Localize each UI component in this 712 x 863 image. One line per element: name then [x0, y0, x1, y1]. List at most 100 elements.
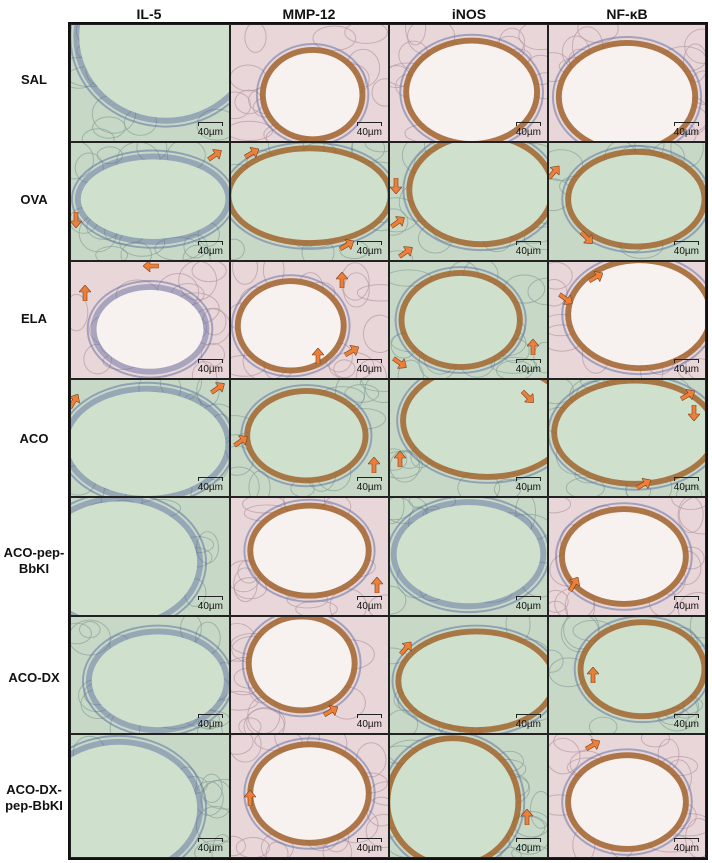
column-header-inos: iNOS	[451, 6, 487, 22]
tissue-image	[71, 262, 229, 378]
arrow-marker-icon	[390, 354, 410, 373]
arrow-marker-icon	[556, 289, 576, 308]
scale-bar: 40µm	[515, 714, 541, 730]
scale-bar-label: 40µm	[197, 601, 223, 612]
arrow-marker-icon	[549, 162, 563, 182]
micrograph-aco-dx-pep-bbki-il5: 40µm	[70, 734, 230, 858]
scale-bar: 40µm	[356, 838, 382, 854]
scale-bar-line	[197, 596, 223, 600]
tissue-image	[549, 25, 705, 141]
scale-bar-line	[356, 122, 382, 126]
arrow-marker-icon	[587, 666, 600, 683]
scale-bar-line	[197, 359, 223, 363]
scale-bar: 40µm	[515, 477, 541, 493]
scale-bar-label: 40µm	[673, 246, 699, 257]
micrograph-aco-il5: 40µm	[70, 379, 230, 497]
arrow-marker-icon	[231, 432, 251, 451]
tissue-image	[71, 380, 229, 496]
scale-bar: 40µm	[356, 122, 382, 138]
micrograph-ela-il5: 40µm	[70, 261, 230, 379]
scale-bar: 40µm	[673, 359, 699, 375]
arrow-marker-icon	[393, 451, 406, 468]
scale-bar: 40µm	[515, 122, 541, 138]
scale-bar-line	[356, 477, 382, 481]
micrograph-aco-dx-nfkb: 40µm	[548, 616, 706, 734]
arrow-marker-icon	[396, 243, 416, 260]
arrow-marker-icon	[242, 143, 262, 161]
scale-bar: 40µm	[515, 359, 541, 375]
scale-bar-label: 40µm	[356, 482, 382, 493]
scale-bar: 40µm	[356, 714, 382, 730]
scale-bar-line	[673, 477, 699, 481]
scale-bar-label: 40µm	[673, 843, 699, 854]
row-label-sal: SAL	[21, 72, 47, 87]
scale-bar-label: 40µm	[356, 246, 382, 257]
tissue-image	[549, 735, 705, 857]
scale-bar: 40µm	[197, 241, 223, 257]
arrow-marker-icon	[527, 338, 540, 355]
row-label-aco-pep-bbki: ACO-pep- BbKI	[3, 545, 65, 576]
row-label-aco-dx: ACO-DX	[8, 670, 60, 685]
tissue-image	[549, 143, 705, 259]
micrograph-aco-dx-il5: 40µm	[70, 616, 230, 734]
scale-bar: 40µm	[515, 241, 541, 257]
tissue-image	[390, 498, 547, 615]
arrow-marker-icon	[577, 228, 597, 248]
micrograph-aco-dx-mmp12: 40µm	[230, 616, 389, 734]
scale-bar-label: 40µm	[197, 127, 223, 138]
micrograph-sal-inos: 40µm	[389, 24, 548, 142]
tissue-image	[390, 25, 547, 141]
scale-bar-label: 40µm	[673, 364, 699, 375]
scale-bar-line	[515, 122, 541, 126]
scale-bar: 40µm	[673, 477, 699, 493]
micrograph-aco-dx-pep-bbki-mmp12: 40µm	[230, 734, 389, 858]
scale-bar-label: 40µm	[356, 364, 382, 375]
tissue-image	[71, 25, 229, 141]
scale-bar-label: 40µm	[197, 246, 223, 257]
micrograph-ova-mmp12: 40µm	[230, 142, 389, 261]
arrow-marker-icon	[208, 380, 228, 398]
scale-bar-label: 40µm	[515, 246, 541, 257]
tissue-image	[549, 617, 705, 733]
scale-bar-label: 40µm	[515, 601, 541, 612]
scale-bar-label: 40µm	[673, 482, 699, 493]
arrow-marker-icon	[390, 177, 403, 194]
row-label-ova: OVA	[20, 192, 48, 207]
arrow-marker-icon	[634, 475, 654, 493]
scale-bar-line	[197, 241, 223, 245]
micrograph-ela-nfkb: 40µm	[548, 261, 706, 379]
micrograph-aco-pep-bbki-il5: 40µm	[70, 497, 230, 616]
micrograph-sal-mmp12: 40µm	[230, 24, 389, 142]
scale-bar-line	[356, 359, 382, 363]
arrow-marker-icon	[678, 386, 698, 404]
tissue-image	[231, 735, 388, 857]
arrow-marker-icon	[205, 145, 225, 164]
micrograph-ova-il5: 40µm	[70, 142, 230, 261]
scale-bar: 40µm	[356, 359, 382, 375]
micrograph-aco-mmp12: 40µm	[230, 379, 389, 497]
micrograph-ela-mmp12: 40µm	[230, 261, 389, 379]
micrograph-grid: 40µm 40µm 40µm 40µm 40µm 40µm 40µm 40µm 40µm 40µm…	[68, 22, 708, 860]
micrograph-aco-inos: 40µm	[389, 379, 548, 497]
scale-bar-line	[356, 241, 382, 245]
arrow-marker-icon	[688, 405, 701, 422]
scale-bar-line	[197, 122, 223, 126]
arrow-marker-icon	[337, 236, 357, 254]
tissue-image	[231, 143, 388, 260]
scale-bar-line	[356, 596, 382, 600]
arrow-marker-icon	[143, 262, 159, 272]
tissue-image	[549, 498, 705, 615]
scale-bar-line	[515, 477, 541, 481]
arrow-marker-icon	[342, 341, 362, 359]
micrograph-ova-inos: 40µm	[389, 142, 548, 261]
scale-bar-label: 40µm	[356, 719, 382, 730]
arrow-marker-icon	[336, 271, 349, 288]
arrow-marker-icon	[321, 702, 341, 720]
scale-bar-line	[197, 714, 223, 718]
scale-bar-line	[673, 122, 699, 126]
scale-bar-label: 40µm	[673, 601, 699, 612]
scale-bar-label: 40µm	[515, 482, 541, 493]
micrograph-aco-dx-pep-bbki-inos: 40µm	[389, 734, 548, 858]
scale-bar-label: 40µm	[515, 364, 541, 375]
scale-bar-line	[673, 714, 699, 718]
